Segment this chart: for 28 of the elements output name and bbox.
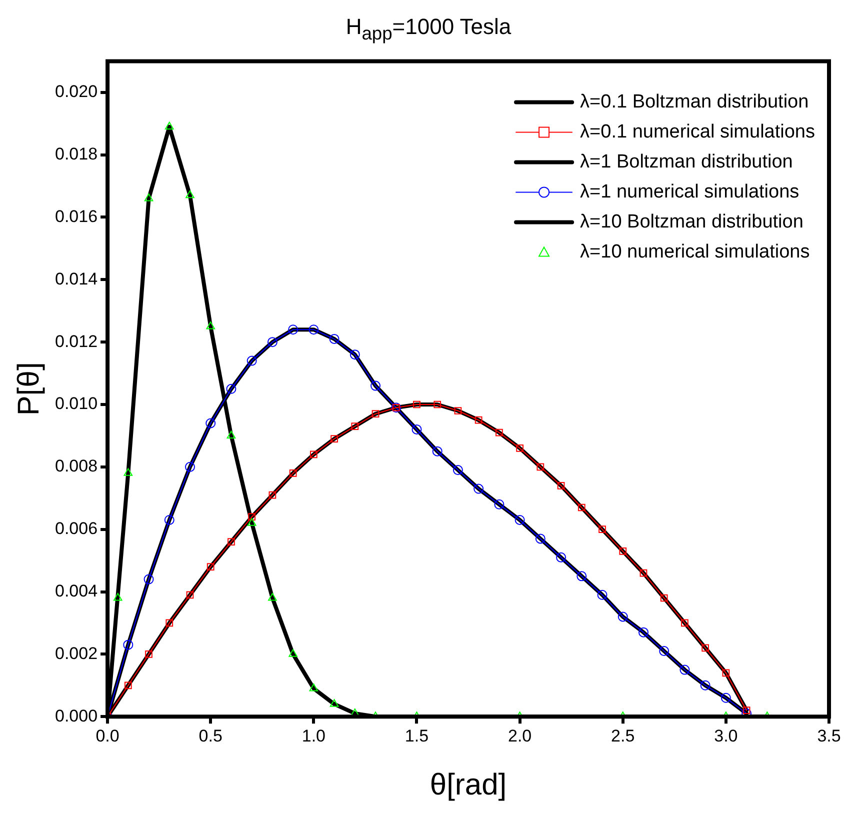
chart-title: H$_{app}$=1000 Tesla [344,13,512,46]
x-axis-title: θ[rad] [430,768,507,802]
legend-label: λ=10 numerical simulations [580,242,810,263]
y-tick-label: 0.004 [54,582,98,601]
x-tick-label: 3.5 [817,726,841,746]
x-tick-label: 0.0 [96,726,120,746]
y-tick-label: 0.010 [54,394,98,414]
y-tick-label: 0.016 [54,207,98,226]
y-tick-label: 0.014 [54,270,98,289]
legend-label: λ=0.1 numerical simulations [580,122,815,143]
y-tick-label: 0.012 [54,332,98,352]
y-axis-title: P[θ] [12,362,46,416]
legend-label: λ=1 numerical simulations [580,182,800,203]
x-tick-label: 2.5 [611,726,635,746]
x-tick-label: 2.0 [508,726,532,746]
x-tick-label: 1.0 [302,726,326,746]
legend-label: λ=1 Boltzman distribution [580,152,793,173]
y-tick-label: 0.020 [54,82,98,102]
legend-label: λ=0.1 Boltzman distribution [580,92,809,113]
y-tick-label: 0.000 [54,706,98,726]
x-tick-label: 3.0 [714,726,738,746]
y-tick-label: 0.006 [54,519,98,538]
y-tick-label: 0.018 [54,144,98,164]
x-tick-label: 1.5 [404,726,429,746]
y-tick-label: 0.002 [54,644,98,664]
y-tick-label: 0.008 [54,457,98,476]
legend-label: λ=10 Boltzman distribution [580,212,804,233]
x-tick-label: 0.5 [198,726,222,746]
